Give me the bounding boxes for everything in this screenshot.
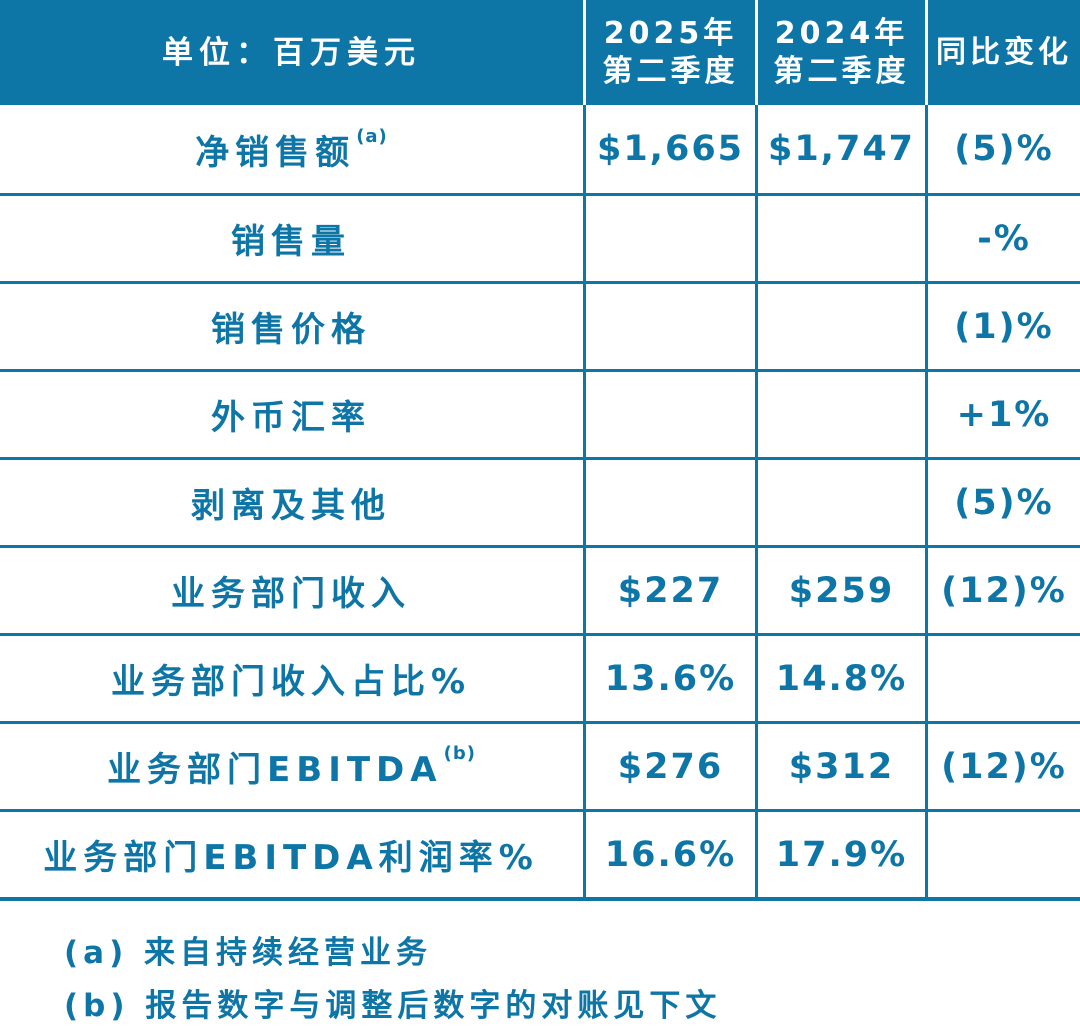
row-segment-ebitda-margin-2025: 16.6% (583, 809, 755, 897)
table-header-2024-q2: 2024年 第二季度 (755, 0, 925, 105)
row-segment-ebitda-2024: $312 (755, 721, 925, 809)
footnote-marker-b: (b) (443, 743, 476, 764)
row-fx-2025 (583, 369, 755, 457)
row-segment-income-pct-2025: 13.6% (583, 633, 755, 721)
row-segment-ebitda-yoy: (12)% (925, 721, 1080, 809)
row-fx-yoy: +1% (925, 369, 1080, 457)
row-segment-ebitda-margin-2024: 17.9% (755, 809, 925, 897)
row-volume-2025 (583, 193, 755, 281)
row-label-text: 销售价格 (211, 310, 371, 350)
row-divestiture-2025 (583, 457, 755, 545)
row-segment-ebitda-label: 业务部门EBITDA (b) (0, 721, 583, 809)
table-header-unit: 单位：百万美元 (0, 0, 583, 105)
row-segment-ebitda-2025: $276 (583, 721, 755, 809)
header-2025-line2: 第二季度 (602, 53, 739, 89)
row-label-text: 业务部门收入占比% (110, 662, 472, 702)
row-segment-income-2025: $227 (583, 545, 755, 633)
row-segment-income-yoy: (12)% (925, 545, 1080, 633)
footnote-a: (a) 来自持续经营业务 (64, 935, 433, 971)
row-label-text: 业务部门EBITDA (107, 750, 443, 790)
header-yoy-label: 同比变化 (936, 34, 1072, 70)
results-table: 单位：百万美元 2025年 第二季度 2024年 第二季度 同比变化 净销售额(… (0, 0, 1080, 901)
row-label-text: 业务部门收入 (171, 574, 411, 614)
row-volume-yoy: -% (925, 193, 1080, 281)
row-volume-2024 (755, 193, 925, 281)
row-divestiture-label: 剥离及其他 (0, 457, 583, 545)
row-price-2025 (583, 281, 755, 369)
row-price-label: 销售价格 (0, 281, 583, 369)
row-segment-income-pct-yoy (925, 633, 1080, 721)
row-label-text: 外币汇率 (211, 398, 371, 438)
row-segment-income-pct-label: 业务部门收入占比% (0, 633, 583, 721)
row-net-sales-label: 净销售额 (a) (0, 105, 583, 193)
row-label-text: 业务部门EBITDA利润率% (43, 838, 539, 878)
row-price-yoy: (1)% (925, 281, 1080, 369)
table-header-yoy: 同比变化 (925, 0, 1080, 105)
table-header-2025-q2: 2025年 第二季度 (583, 0, 755, 105)
row-label-text: 净销售额 (195, 132, 356, 173)
row-segment-income-pct-2024: 14.8% (755, 633, 925, 721)
row-segment-income-label: 业务部门收入 (0, 545, 583, 633)
header-2025-line1: 2025年 (603, 15, 738, 51)
row-label-text: 剥离及其他 (191, 486, 391, 526)
row-label-text: 销售量 (231, 222, 351, 262)
row-divestiture-2024 (755, 457, 925, 545)
row-divestiture-yoy: (5)% (925, 457, 1080, 545)
row-volume-label: 销售量 (0, 193, 583, 281)
footnotes-section: (a) 来自持续经营业务 (b) 报告数字与调整后数字的对账见下文 (0, 901, 1080, 1033)
row-segment-income-2024: $259 (755, 545, 925, 633)
row-fx-label: 外币汇率 (0, 369, 583, 457)
row-net-sales-2024: $1,747 (755, 105, 925, 193)
unit-label: 单位：百万美元 (162, 34, 421, 71)
header-2024-line1: 2024年 (774, 15, 909, 51)
footnote-b: (b) 报告数字与调整后数字的对账见下文 (64, 988, 722, 1024)
row-price-2024 (755, 281, 925, 369)
row-segment-ebitda-margin-yoy (925, 809, 1080, 897)
row-fx-2024 (755, 369, 925, 457)
row-net-sales-2025: $1,665 (583, 105, 755, 193)
row-net-sales-yoy: (5)% (925, 105, 1080, 193)
header-2024-line2: 第二季度 (773, 53, 910, 89)
footnote-marker-a: (a) (356, 125, 388, 147)
row-segment-ebitda-margin-label: 业务部门EBITDA利润率% (0, 809, 583, 897)
